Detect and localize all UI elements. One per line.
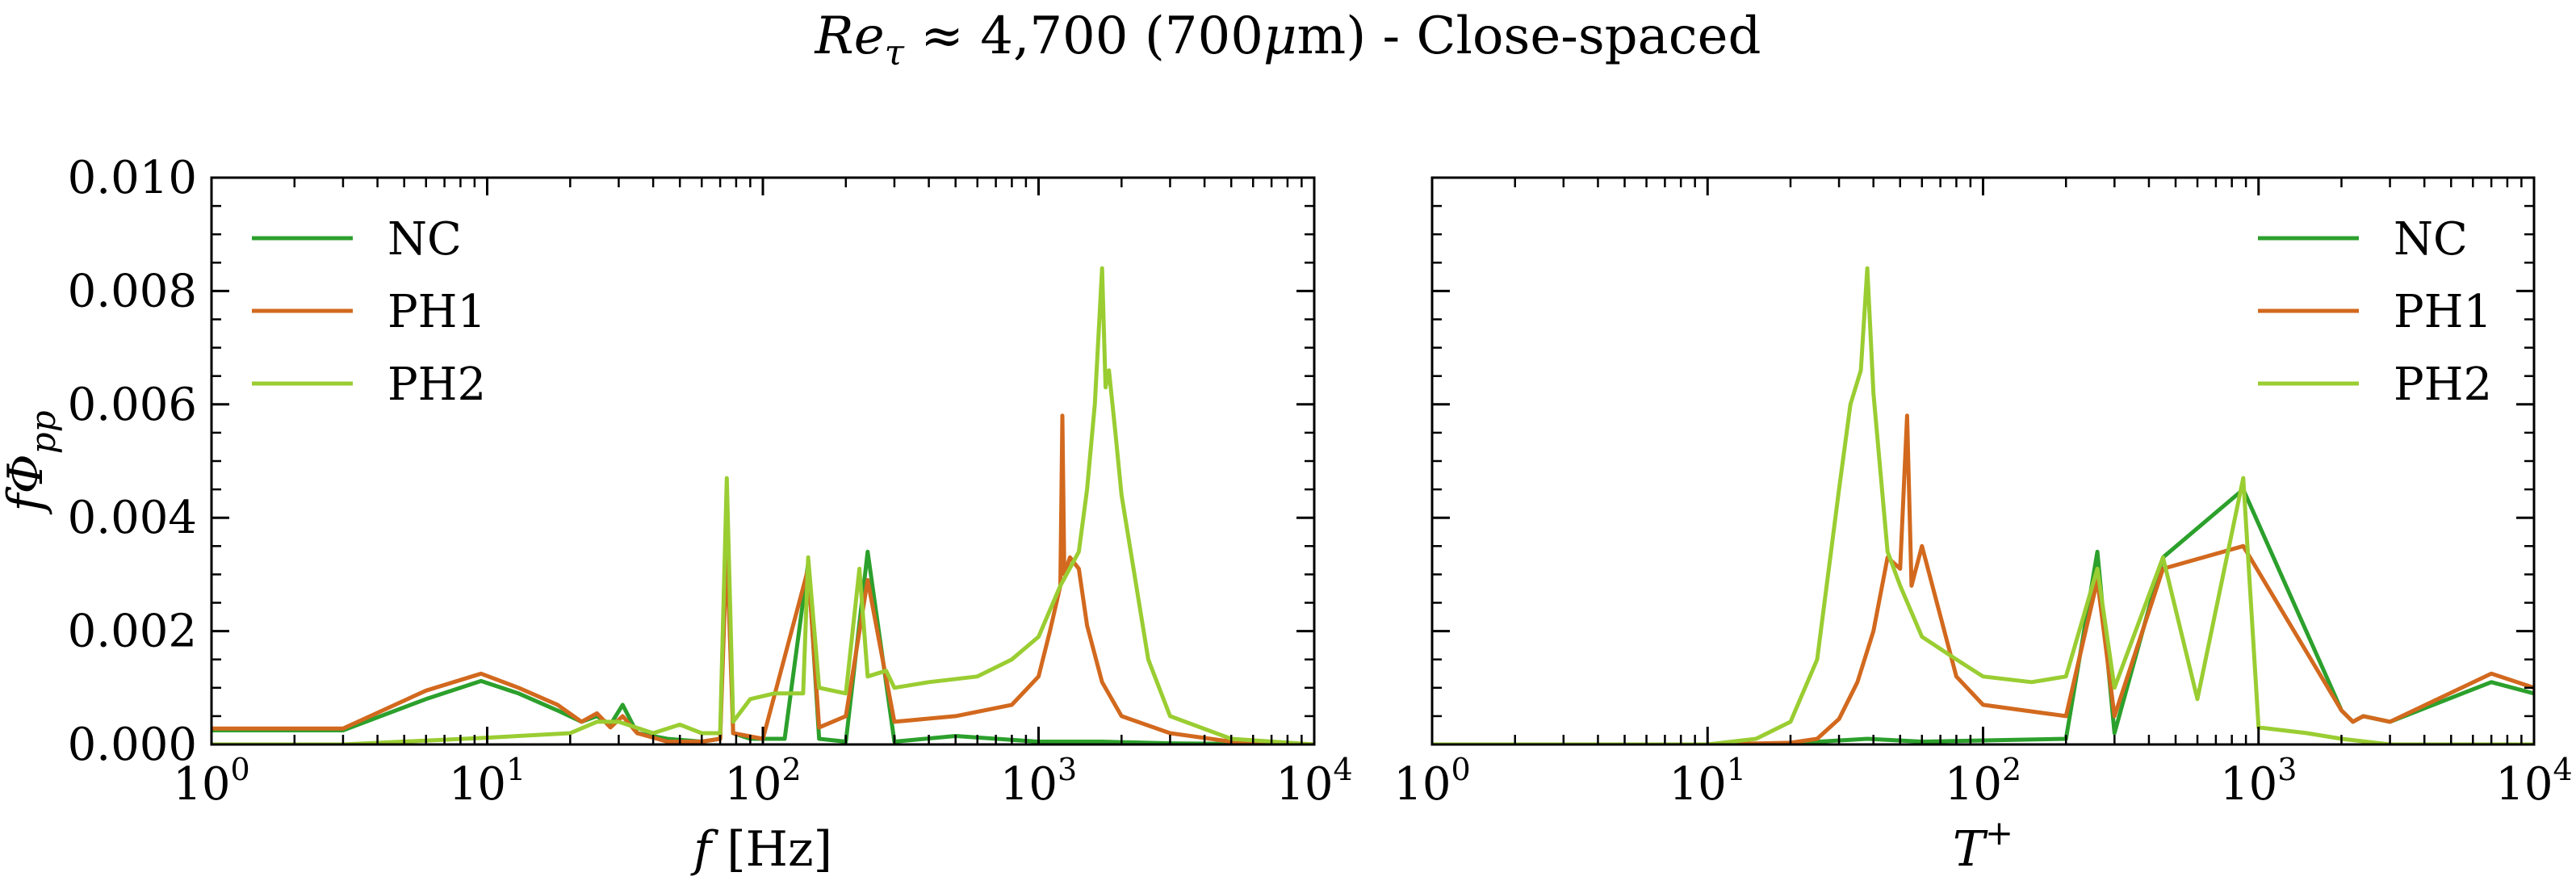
series-line-nc xyxy=(212,487,1314,744)
plot-panel-2: 100 101 102 103 104 T+ NC PH1 PH2 xyxy=(1393,176,2573,878)
title-re: Re xyxy=(815,6,885,66)
title-tail: m) - Close-spaced xyxy=(1296,6,1761,66)
series-line-ph1 xyxy=(212,413,1314,744)
title-mu: μ xyxy=(1263,6,1297,66)
y-tick-label: 0.010 xyxy=(68,152,197,204)
legend: NC PH1 PH2 xyxy=(2258,213,2492,411)
x-tick-label: 101 xyxy=(449,752,526,811)
series-line-ph2 xyxy=(1432,266,2534,744)
legend-label-ph1: PH1 xyxy=(387,286,486,338)
x-tick-label: 103 xyxy=(1000,752,1077,811)
title-rest: ≈ 4,700 (700 xyxy=(903,6,1263,66)
legend-label-ph2: PH2 xyxy=(387,359,486,411)
y-axis-label: fΦpp xyxy=(0,410,63,514)
series-line-ph2 xyxy=(212,266,1314,744)
x-axis-label: T+ xyxy=(1953,813,2013,878)
series-line-ph1 xyxy=(1432,413,2534,744)
title-tau: τ xyxy=(884,31,904,73)
legend-label-nc: NC xyxy=(387,213,462,266)
figure-title: Reτ ≈ 4,700 (700μm) - Close-spaced xyxy=(0,0,2576,81)
x-tick-label: 102 xyxy=(724,752,801,811)
y-tick-label: 0.004 xyxy=(68,492,197,544)
x-axis-label: f [Hz] xyxy=(690,821,832,878)
axes-frame xyxy=(1430,176,2536,746)
legend-label-ph1: PH1 xyxy=(2394,286,2492,338)
legend-label-nc: NC xyxy=(2394,213,2468,266)
x-tick-label: 100 xyxy=(1393,752,1470,811)
x-tick-label: 100 xyxy=(173,752,249,811)
x-tick-label: 101 xyxy=(1669,752,1746,811)
x-tick-label: 102 xyxy=(1945,752,2021,811)
legend-label-ph2: PH2 xyxy=(2394,359,2492,411)
x-tick-label: 103 xyxy=(2220,752,2297,811)
x-tick-label: 104 xyxy=(2495,752,2572,811)
y-tick-label: 0.000 xyxy=(68,719,197,771)
y-tick-label: 0.006 xyxy=(68,379,197,431)
y-tick-label: 0.008 xyxy=(68,265,197,317)
y-tick-label: 0.002 xyxy=(68,606,197,658)
legend: NC PH1 PH2 xyxy=(252,213,486,411)
x-tick-label: 104 xyxy=(1275,752,1352,811)
plot-panel-1: 100 101 102 103 104 0.000 0.002 0.004 0.006 0.008… xyxy=(0,152,1353,878)
